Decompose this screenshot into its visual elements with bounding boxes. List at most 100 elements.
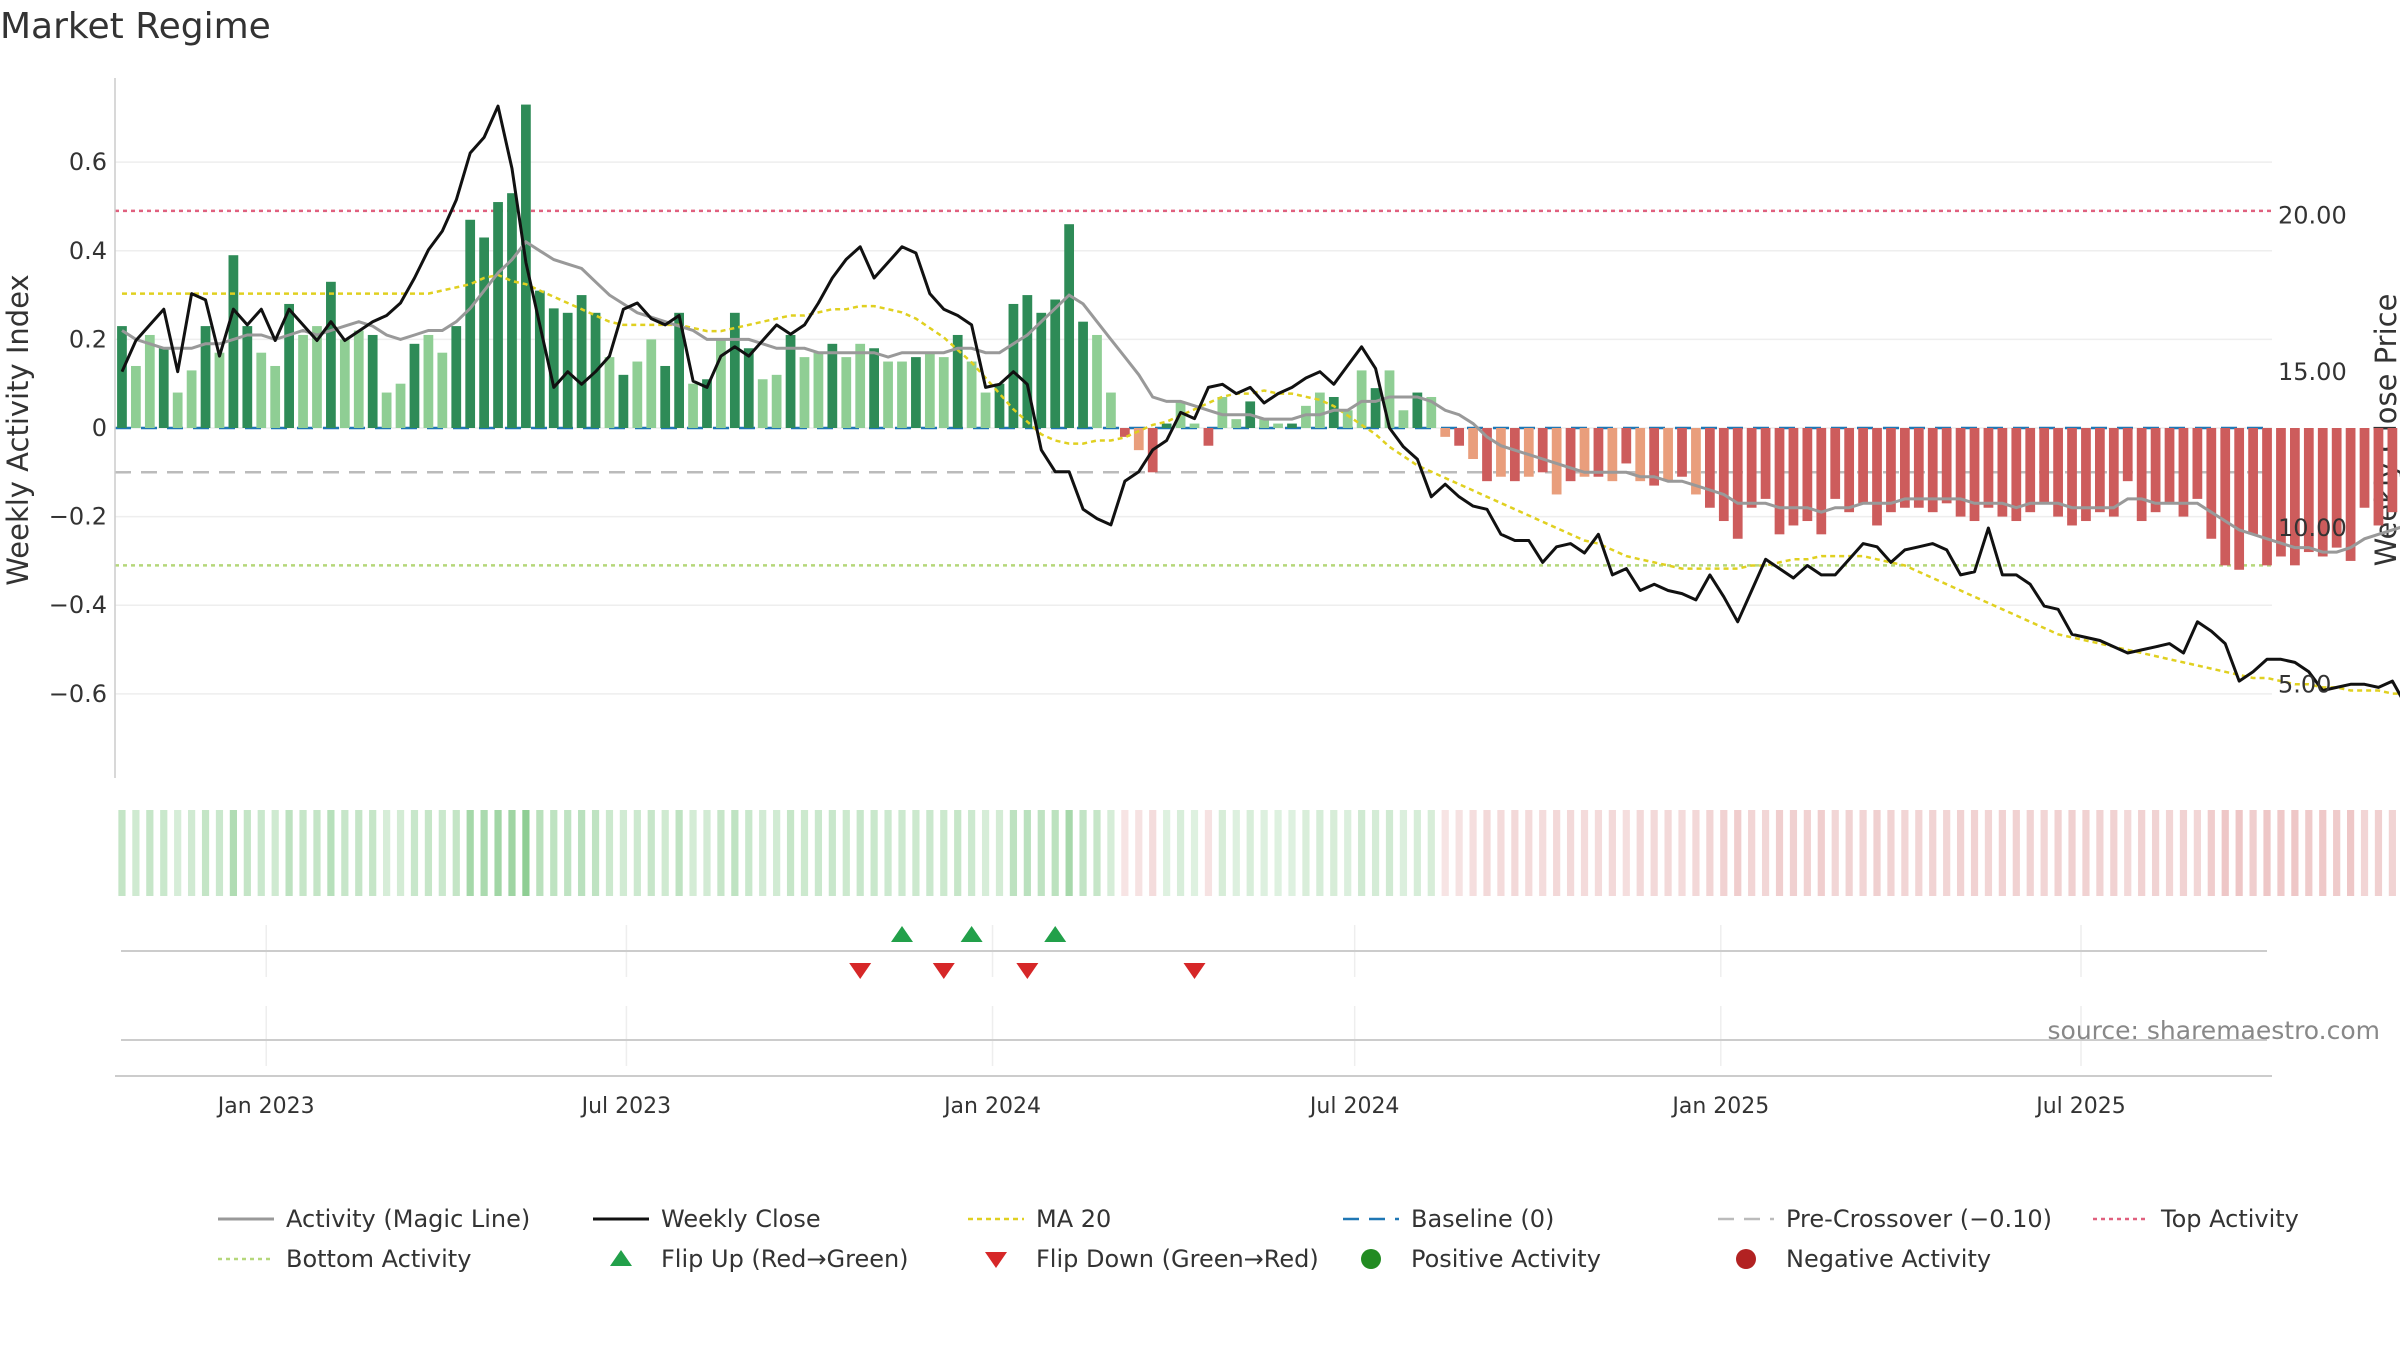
activity-bar [1621, 428, 1632, 464]
activity-bar [395, 383, 406, 428]
heatstrip-cell [285, 810, 293, 896]
activity-bar [1551, 428, 1562, 495]
heatstrip-cell [1748, 810, 1756, 896]
heatstrip-cell [564, 810, 572, 896]
heatstrip-cell [2040, 810, 2048, 896]
activity-bar [785, 334, 796, 428]
activity-bar [1593, 428, 1604, 477]
heatstrip-cell [675, 810, 683, 896]
heatstrip-cell [1594, 810, 1603, 896]
heatstrip-cell [355, 810, 363, 896]
activity-bar [1078, 321, 1088, 428]
heatstrip-cell [661, 810, 669, 896]
grid-layer [115, 161, 2272, 1066]
heatstrip-cell [731, 810, 739, 896]
heatstrip-cell [1344, 810, 1352, 896]
heatstrip-cell [452, 810, 460, 896]
x-tick-label: Jan 2025 [1670, 1094, 1769, 1119]
activity-bar [1008, 303, 1019, 428]
activity-bar [1858, 428, 1868, 504]
heatstrip-cell [494, 810, 502, 896]
heatstrip-cell [1636, 810, 1644, 896]
heatstrip-cell [1720, 810, 1728, 896]
activity-bar [2317, 428, 2328, 557]
activity-bar [2122, 428, 2133, 482]
heatstrip-cell [1121, 810, 1129, 896]
heatstrip-cell [2388, 810, 2396, 896]
activity-bar [1816, 428, 1827, 535]
activity-bar [1287, 423, 1297, 428]
activity-bar [479, 237, 489, 428]
heatstrip-cell [912, 810, 920, 896]
heatstrip-cell [1302, 810, 1310, 896]
heatstrip-cell [327, 810, 335, 896]
activity-bar [451, 326, 462, 428]
heatstrip-cell [2305, 810, 2313, 896]
heatstrip-cell [1427, 810, 1435, 896]
baseline-line-swatch [1343, 1217, 1399, 1221]
activity-bar [1844, 428, 1855, 513]
heatstrip-cell [856, 810, 864, 896]
heatstrip-cell [1497, 810, 1505, 896]
activity-bar [1663, 428, 1673, 482]
activity-bar [743, 348, 754, 428]
bottom-line-swatch [218, 1257, 274, 1261]
legend-item: Negative Activity [1716, 1244, 2091, 1274]
legend-label: Flip Up (Red→Green) [661, 1245, 909, 1273]
activity-bar [646, 339, 657, 428]
heatstrip-cell [424, 810, 433, 896]
heatstrip-cell [1998, 810, 2006, 896]
activity-bar [2206, 428, 2217, 539]
activity-bar [2234, 428, 2245, 570]
heatstrip-cell [745, 810, 753, 896]
activity-bar [493, 202, 503, 428]
activity-bar [548, 308, 559, 428]
activity-bar [117, 326, 127, 428]
legend-label: Weekly Close [661, 1205, 821, 1233]
heatstrip-cell [383, 810, 391, 896]
activity-bar [2290, 428, 2300, 566]
activity-bar [1022, 295, 1033, 428]
activity-bar [1050, 299, 1061, 428]
y2-tick-label: 15.00 [2278, 358, 2347, 386]
activity-bar [1579, 428, 1590, 477]
magic-line-swatch [218, 1217, 274, 1221]
heatstrip-cell [1678, 810, 1686, 896]
activity-bar [911, 357, 921, 428]
activity-bar [952, 334, 963, 428]
activity-bar [1342, 410, 1353, 428]
heatstrip-cell [1539, 810, 1547, 896]
heatstrip-cell [954, 810, 962, 896]
activity-bar [2039, 428, 2050, 504]
heatstrip-cell [1970, 810, 1979, 896]
heatstrip-cell [550, 810, 558, 896]
pos-dot-swatch [1361, 1249, 1381, 1269]
activity-bar [1106, 392, 1116, 428]
heatstrip-cell [1650, 810, 1658, 896]
heatstrip-cell [118, 810, 126, 896]
activity-bar [1301, 405, 1311, 428]
activity-bar [2262, 428, 2272, 566]
legend-item: Bottom Activity [216, 1244, 591, 1274]
heatstrip-cell [1817, 810, 1825, 896]
heatstrip-cell [1845, 810, 1853, 896]
heatstrip-cell [898, 810, 906, 896]
activity-bar [1328, 396, 1339, 428]
heatstrip-cell [940, 810, 948, 896]
x-tick-label: Jul 2025 [2034, 1094, 2126, 1119]
activity-bar [2178, 428, 2189, 517]
activity-bar [200, 326, 211, 428]
activity-bar [507, 193, 517, 428]
legend-item: Pre-Crossover (−0.10) [1716, 1204, 2091, 1234]
activity-bar [2067, 428, 2077, 526]
activity-bar [1426, 396, 1437, 428]
chart-title: Market Regime [0, 6, 271, 47]
activity-bar [2303, 428, 2314, 553]
legend-label: Baseline (0) [1411, 1205, 1555, 1233]
heatstrip-cell [1483, 810, 1491, 896]
heatstrip-cell [1525, 810, 1533, 896]
activity-bar [980, 392, 991, 428]
heatstrip-cell [2054, 810, 2062, 896]
heatstrip-cell [1009, 810, 1018, 896]
heatstrip-cell [1915, 810, 1923, 896]
